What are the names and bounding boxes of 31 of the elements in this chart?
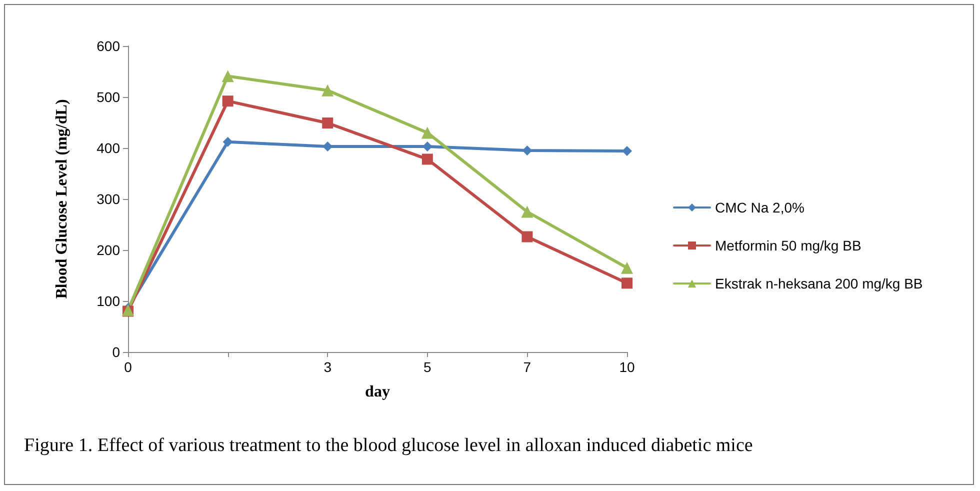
x-axis-title: day (365, 384, 390, 400)
y-tick-label: 400 (96, 140, 120, 156)
point (622, 146, 632, 156)
legend-label: CMC Na 2,0% (715, 200, 804, 216)
x-tick-label: 0 (124, 359, 132, 375)
point (422, 154, 433, 165)
y-axis-title: Blood Glucose Level (mg/dL) (54, 99, 70, 299)
x-tick-label: 7 (523, 359, 532, 375)
point (521, 206, 534, 218)
point (522, 231, 533, 242)
legend-label: Metformin 50 mg/kg BB (715, 238, 862, 254)
x-tick-label: 10 (619, 359, 635, 375)
y-tick-label: 500 (96, 89, 120, 105)
y-tick-label: 600 (96, 38, 120, 54)
point (421, 126, 434, 139)
caption: Figure 1. Effect of various treatment to the blood glucose level in alloxan induced diabetic mice (24, 435, 753, 456)
x-tick-label: 5 (424, 359, 432, 375)
y-tick-label: 100 (96, 293, 120, 309)
y-tick-label: 300 (96, 191, 120, 207)
point (322, 84, 334, 96)
legend-label: Ekstrak n-heksana 200 mg/kg BB (715, 276, 923, 292)
point (222, 70, 234, 82)
point (621, 262, 633, 274)
point (222, 136, 233, 147)
point (522, 146, 532, 156)
point (622, 278, 632, 289)
point (222, 96, 234, 107)
x-tick-label: 3 (324, 359, 332, 375)
point (322, 118, 334, 129)
y-tick-label: 200 (96, 242, 120, 258)
y-tick-label: 0 (112, 344, 120, 360)
